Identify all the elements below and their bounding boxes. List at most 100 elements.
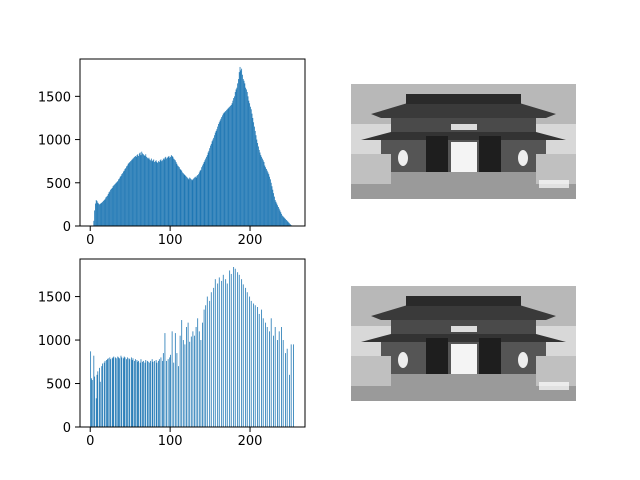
bar [237,272,239,427]
bar [217,283,219,427]
bar [249,103,251,226]
bar [187,178,189,226]
bar [192,331,194,427]
bar [182,172,183,226]
y-tick-label: 1500 [38,291,71,306]
bar [160,357,162,427]
bar [173,158,175,226]
bar [255,135,257,226]
bar [211,141,213,226]
bar [128,162,130,226]
bar [224,111,226,226]
bar [175,162,177,226]
bar [124,357,126,427]
bar [142,154,144,226]
bar [187,322,189,427]
bar [116,181,118,226]
bar [277,205,278,226]
bar [248,100,250,226]
bar [194,177,195,226]
bar [234,268,236,427]
bar [176,353,178,427]
bar [205,158,207,226]
bar [168,155,170,226]
bar [262,158,263,226]
bar [207,152,209,226]
bar [206,155,208,226]
bar [144,155,146,226]
bar [213,137,215,226]
bar [104,360,106,427]
bar [137,154,139,226]
bar [217,126,219,226]
bar [152,160,154,226]
bar [91,378,92,427]
bar [96,200,98,226]
bar [225,279,227,427]
bar [174,333,176,427]
bar [230,104,232,226]
bar [289,224,291,226]
bar [273,193,274,226]
bar [253,303,255,427]
bar [266,327,268,427]
bar [157,162,159,226]
bar [246,292,248,427]
bar [269,176,271,226]
bar [162,160,163,226]
bar [218,122,220,226]
bar [230,273,232,427]
bar [131,360,133,427]
bar [100,203,102,226]
bar [147,158,149,226]
bar [109,357,111,427]
bar [126,165,128,226]
bar [198,174,199,226]
bar [186,176,187,226]
axes-frame [79,258,306,428]
bar [133,157,135,226]
bar [249,296,251,427]
bar [239,66,241,226]
bar [139,362,141,427]
bar [199,170,201,226]
bar [94,376,96,427]
bar [186,177,188,226]
bar [132,358,134,427]
bar [181,170,183,226]
bar [271,186,273,226]
bar [114,183,116,226]
bar [170,156,171,226]
bar [196,175,198,226]
bar [97,371,99,427]
bar [202,322,203,427]
bar [178,366,179,427]
bar [149,362,151,427]
bar [141,151,143,226]
bar [139,152,141,226]
bar [225,111,227,226]
bar [146,156,147,226]
bar [278,208,280,226]
bar [156,162,158,226]
bar [263,162,265,226]
bar [189,177,191,226]
bar [234,92,236,226]
bar [276,203,278,226]
bar [140,359,142,427]
bar [203,162,205,226]
bar [135,156,137,226]
bar [146,157,148,226]
bar [103,200,105,226]
y-tick-label: 0 [63,421,71,436]
bar [250,109,252,226]
y-tick-label: 1000 [38,334,71,349]
bar [174,160,176,226]
bar [195,327,197,427]
bar [229,270,231,427]
bar [213,287,215,427]
bar [102,363,104,427]
bar [125,168,127,226]
bar [113,356,115,427]
bar [261,309,263,427]
